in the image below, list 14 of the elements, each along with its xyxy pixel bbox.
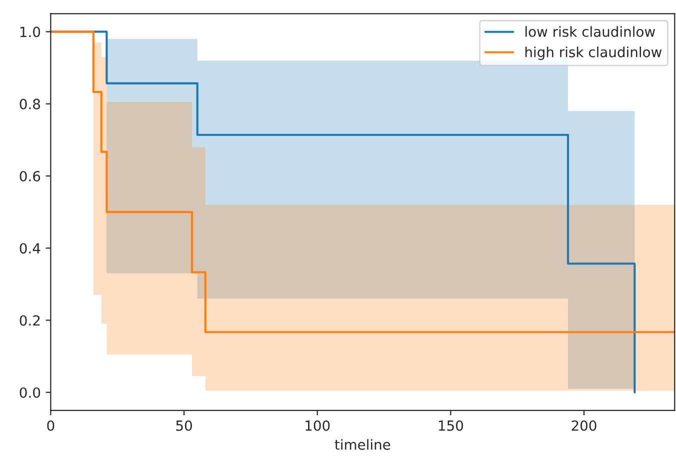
legend-label: low risk claudinlow: [526, 26, 656, 37]
x-tick-label: 0: [47, 420, 54, 431]
y-tick-label: 0.2: [20, 315, 40, 326]
y-tick-label: 0.8: [20, 98, 40, 110]
x-axis-title: timeline: [334, 439, 390, 450]
x-tick-label: 100: [306, 420, 330, 431]
y-tick-label: 0.0: [20, 387, 40, 398]
y-tick-label: 0.4: [20, 243, 40, 254]
x-tick-label: 150: [438, 420, 463, 431]
legend-label: high risk claudinlow: [525, 46, 662, 60]
x-tick-label: 50: [176, 420, 192, 431]
x-tick-label: 200: [572, 420, 596, 431]
y-tick-label: 1.0: [20, 26, 40, 38]
y-tick-label: 0.6: [20, 170, 40, 182]
